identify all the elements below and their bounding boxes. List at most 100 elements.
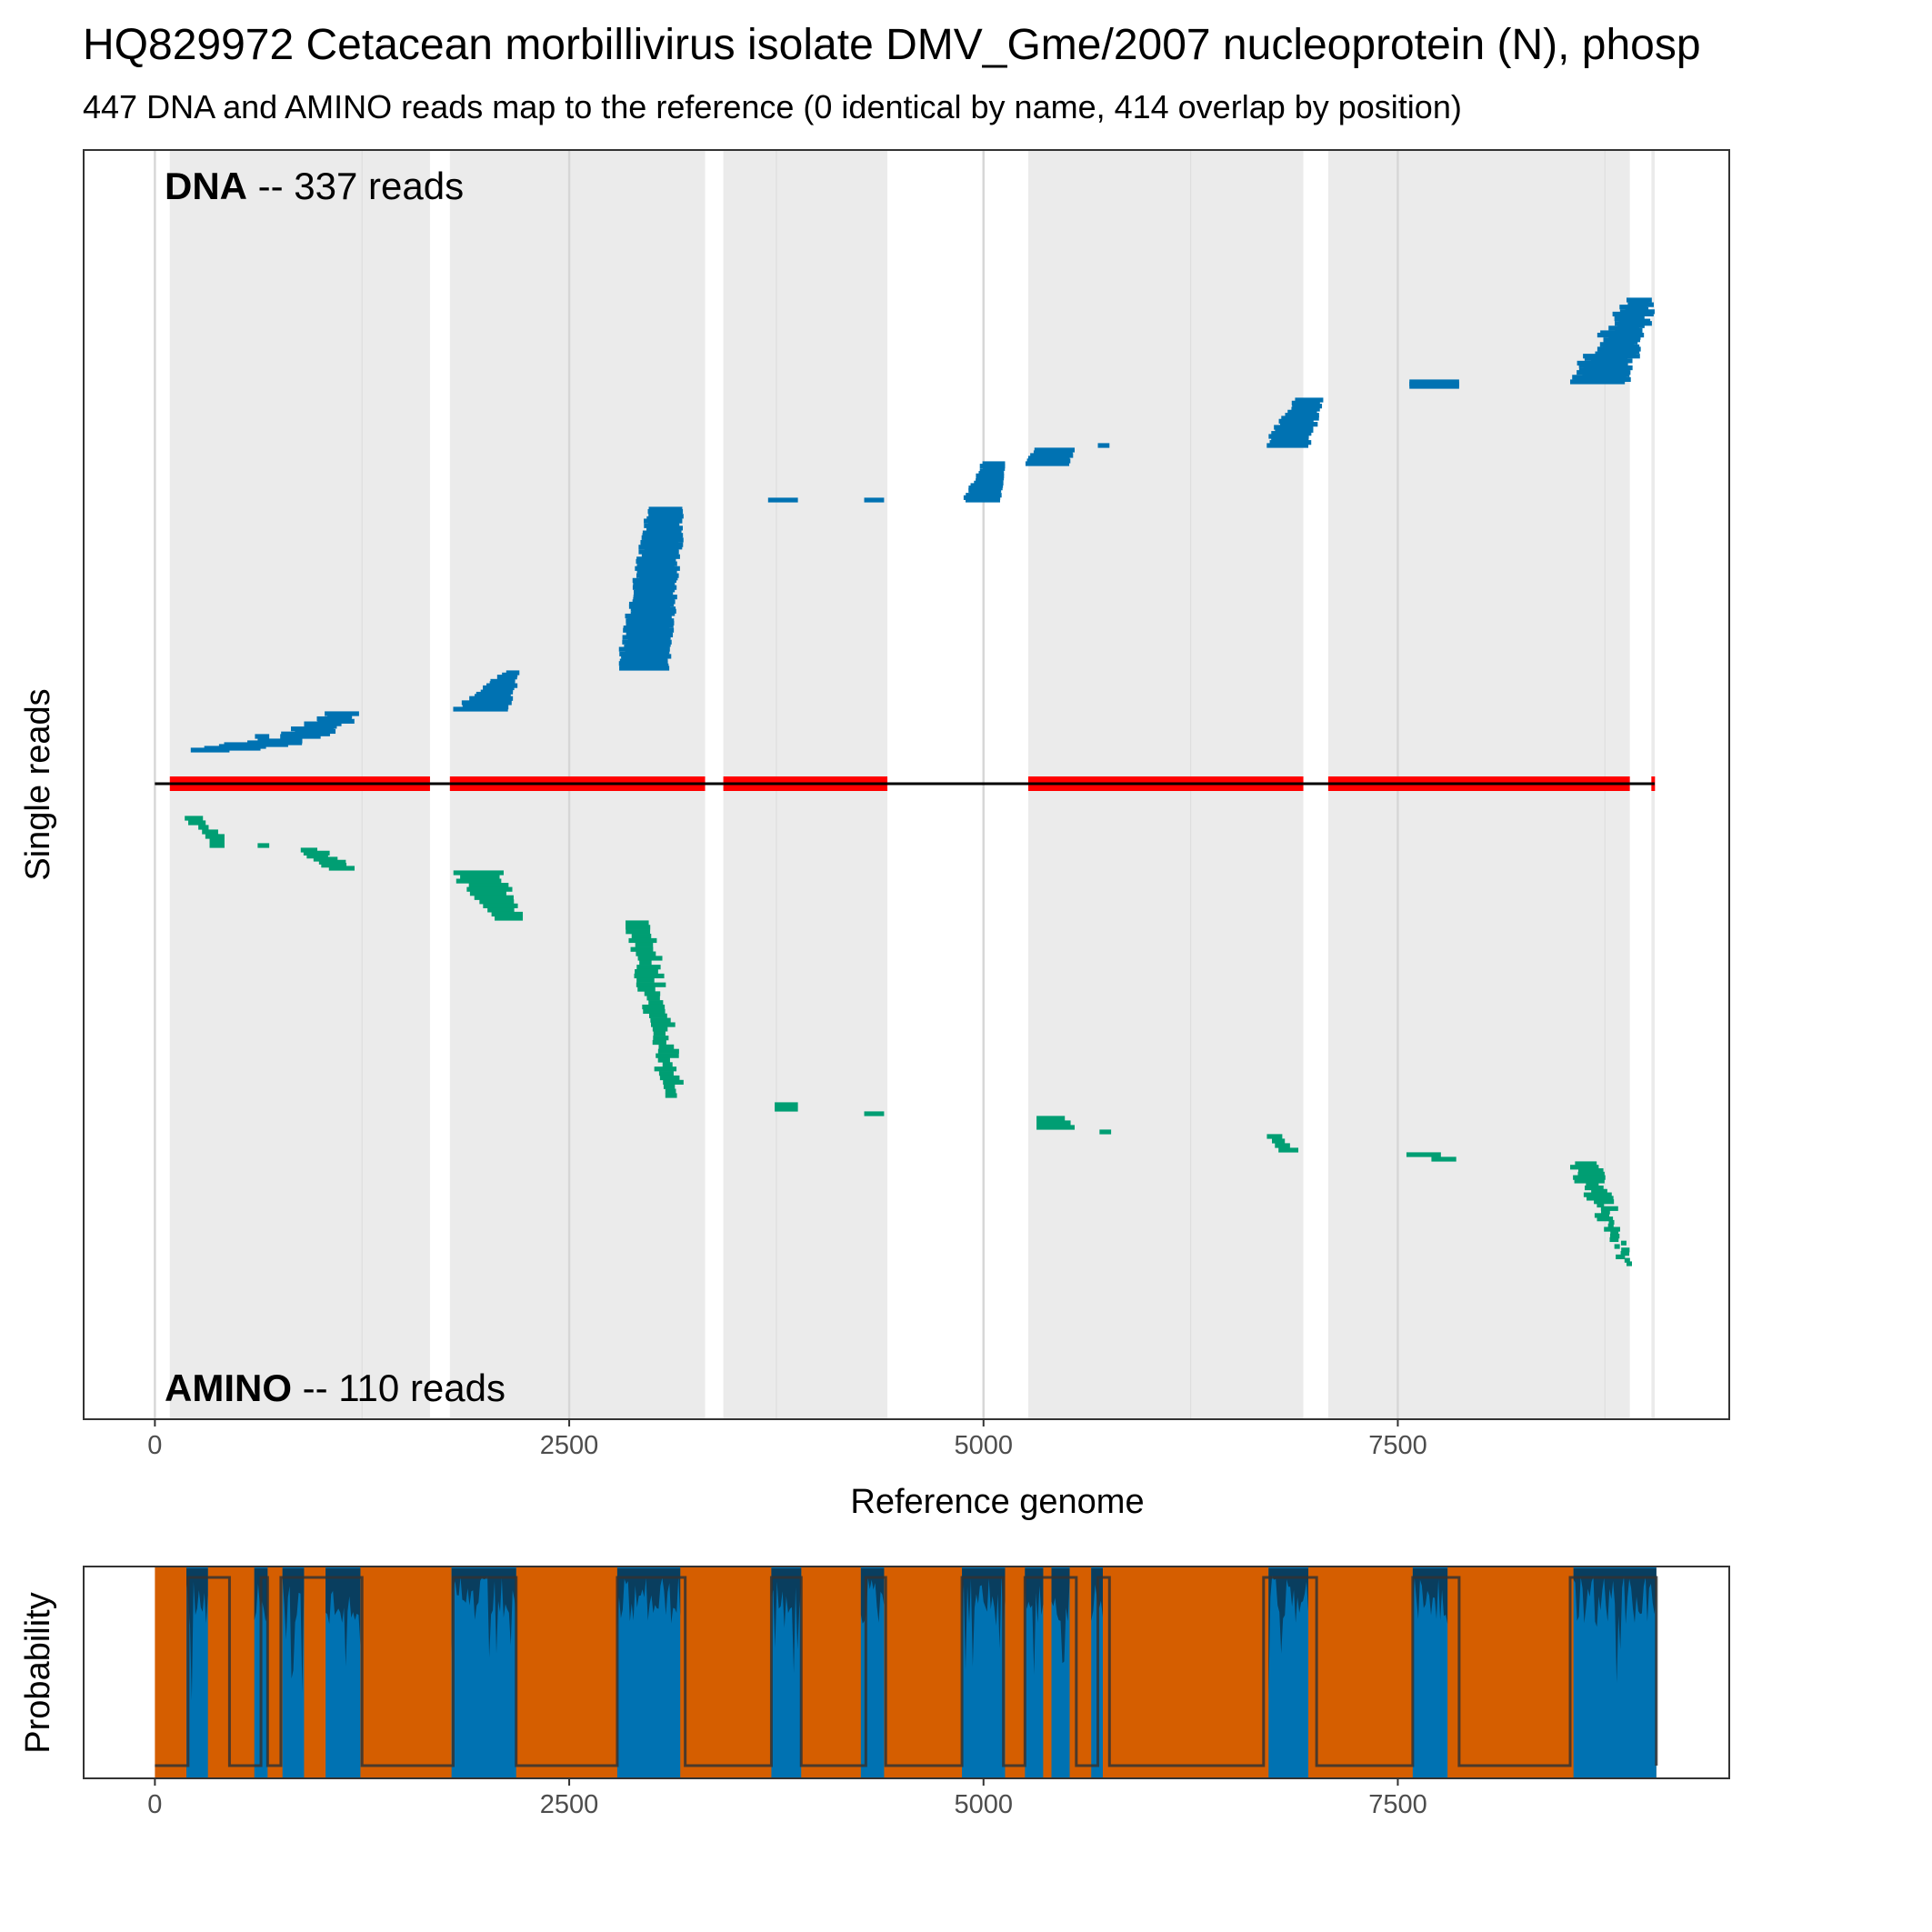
read-segment [1597, 1216, 1614, 1222]
x-tick-label: 0 [147, 1431, 162, 1460]
read-segment [636, 568, 677, 574]
read-segment [775, 1106, 798, 1112]
amino-label: AMINO -- 110 reads [165, 1366, 506, 1409]
read-segment [469, 891, 506, 896]
read-segment [1600, 1206, 1618, 1211]
read-segment [641, 542, 684, 547]
read-segment [1573, 1175, 1606, 1180]
read-segment [460, 874, 500, 880]
read-segment [303, 850, 330, 856]
probability-profile [1268, 1568, 1308, 1695]
probability-panel-border [83, 1566, 1730, 1779]
read-segment [978, 471, 1005, 476]
read-segment [474, 895, 514, 900]
probability-profile [1412, 1568, 1448, 1624]
read-segment [622, 656, 667, 662]
read-segment [1099, 1129, 1112, 1135]
read-segment [974, 480, 1004, 486]
read-segment [453, 870, 504, 876]
read-segment [1577, 1167, 1604, 1174]
main-panel-border [83, 149, 1730, 1420]
read-segment [646, 516, 682, 522]
read-segment [626, 925, 651, 930]
read-segment [1278, 418, 1314, 424]
read-segment [662, 1062, 673, 1067]
read-segment [1594, 1199, 1615, 1205]
read-segment [257, 843, 270, 848]
read-segment [1271, 436, 1309, 442]
read-segment [1620, 1240, 1627, 1246]
read-segment [638, 570, 676, 576]
read-segment [1574, 1178, 1605, 1184]
read-segment [626, 920, 649, 926]
read-segment [864, 497, 885, 503]
read-segment [1033, 450, 1073, 455]
read-segment [638, 545, 683, 550]
read-segment [185, 816, 204, 821]
read-segment [1271, 431, 1312, 436]
read-segment [627, 637, 670, 643]
read-segment [647, 521, 679, 526]
read-segment [767, 497, 798, 503]
read-segment [1575, 1161, 1597, 1166]
read-segment [619, 666, 670, 671]
read-segment [1621, 1247, 1630, 1253]
read-segment [636, 977, 655, 983]
read-segment [657, 1048, 679, 1054]
read-segment [209, 834, 225, 839]
read-segment [255, 734, 270, 739]
read-segment [623, 627, 675, 633]
read-segment [648, 506, 683, 512]
probability-state-line [155, 1568, 1658, 1767]
read-segment [648, 511, 683, 516]
read-segment [646, 526, 684, 531]
read-segment [1597, 1202, 1605, 1208]
read-segment [968, 486, 1003, 491]
read-segment [1278, 1147, 1299, 1153]
read-segment [637, 956, 663, 961]
read-segment [644, 523, 680, 528]
read-segment [775, 1102, 798, 1107]
read-segment [455, 878, 502, 884]
read-segment [495, 916, 524, 921]
read-segment [636, 982, 666, 987]
read-segment [636, 558, 676, 565]
read-segment [1281, 415, 1319, 421]
read-segment [1027, 455, 1070, 461]
read-segment [1036, 1120, 1071, 1126]
read-segment [644, 518, 683, 524]
read-segment [1409, 379, 1459, 385]
x-tick-label: 0 [147, 1790, 162, 1819]
read-segment [1604, 1226, 1620, 1232]
read-segment [1269, 440, 1312, 445]
read-segment [651, 1022, 676, 1027]
read-segment [641, 552, 678, 557]
read-segment [619, 651, 669, 656]
read-segment [634, 973, 665, 979]
read-segment [1266, 443, 1309, 448]
read-segment [635, 587, 676, 593]
read-segment [1624, 1257, 1630, 1263]
x-tick-label: 2500 [540, 1790, 599, 1819]
read-segment [979, 468, 1004, 474]
read-segment [328, 866, 355, 871]
read-segment [652, 1039, 666, 1046]
read-segment [1030, 453, 1074, 458]
read-segment [626, 630, 673, 636]
probability-profile [962, 1568, 1006, 1670]
read-segment [636, 573, 679, 578]
read-segment [636, 564, 675, 569]
amino-reads [185, 816, 1632, 1266]
read-segment [280, 734, 321, 739]
read-segment [636, 951, 656, 956]
read-segment [1620, 1251, 1629, 1256]
read-segment [632, 585, 677, 590]
read-segment [626, 929, 651, 935]
read-segment [1608, 1219, 1615, 1226]
read-segment [663, 1084, 676, 1089]
read-segment [976, 473, 1005, 478]
orf-bars [155, 776, 1656, 791]
read-segment [198, 825, 209, 830]
read-segment [1036, 1116, 1066, 1121]
